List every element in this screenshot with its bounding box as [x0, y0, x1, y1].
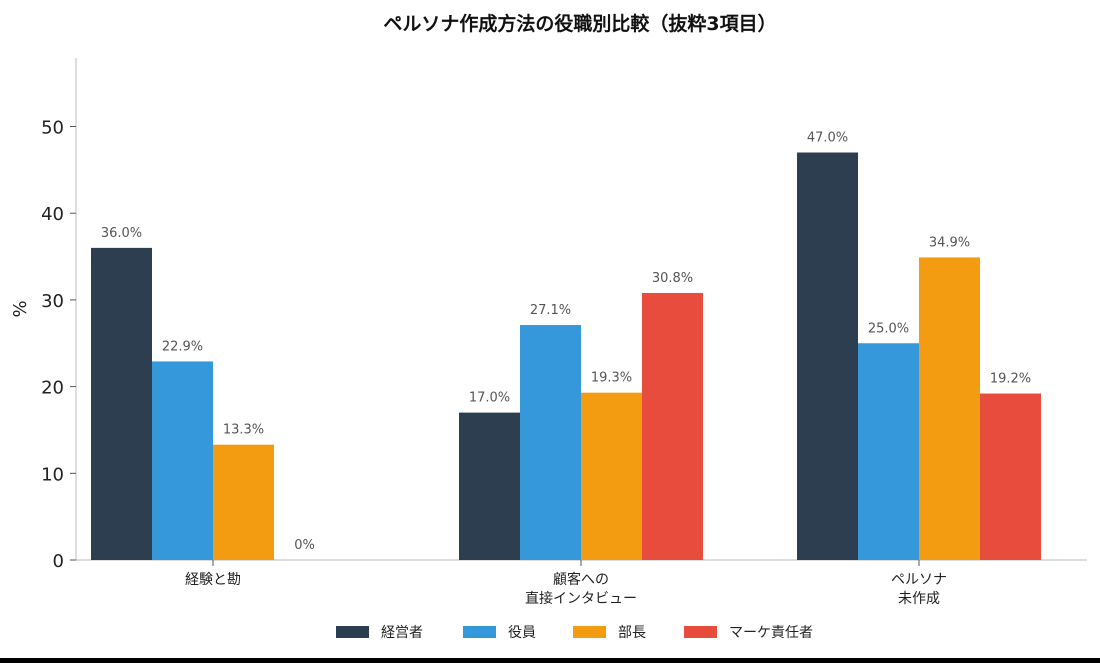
bar-value-label: 22.9%: [162, 339, 203, 354]
bar-value-label: 19.3%: [591, 371, 632, 386]
bar: [797, 152, 858, 560]
bar-value-label: 13.3%: [223, 423, 264, 438]
bar-value-label: 25.0%: [868, 321, 909, 336]
y-ticks: 0 10 20 30 40 50: [41, 118, 76, 572]
legend-label: 経営者: [381, 625, 423, 641]
bar-labels: 36.0% 17.0% 47.0% 22.9% 27.1% 25.0% 13.3% 19.3%…: [101, 131, 1031, 553]
legend-swatch: [573, 626, 606, 638]
x-tick-label: ペルソナ: [891, 572, 947, 588]
bar-value-label: 27.1%: [530, 303, 571, 318]
bar: [980, 393, 1041, 560]
bar-value-label: 47.0%: [807, 131, 848, 146]
y-axis-label: %: [10, 300, 31, 317]
bar: [642, 292, 703, 560]
bar-value-label: 34.9%: [929, 235, 970, 250]
bar-value-label: 30.8%: [652, 271, 693, 286]
bar: [919, 257, 980, 560]
y-tick-label: 30: [41, 291, 64, 312]
legend-label: 役員: [508, 625, 536, 641]
chart-title: ペルソナ作成方法の役職別比較（抜粋3項目）: [383, 12, 776, 35]
legend-swatch: [684, 626, 717, 638]
bar: [581, 392, 642, 560]
y-tick-label: 40: [41, 204, 64, 225]
bar-value-label: 17.0%: [469, 391, 510, 406]
bar-value-label: 0%: [294, 538, 315, 553]
bar: [520, 325, 581, 560]
bar-value-label: 19.2%: [990, 372, 1031, 387]
x-tick-label: 未作成: [898, 591, 940, 607]
x-tick-label: 経験と勘: [185, 572, 241, 588]
bars: [91, 152, 1041, 560]
legend-label: マーケ責任者: [729, 625, 813, 641]
bar: [213, 444, 274, 560]
y-tick-label: 0: [53, 551, 64, 572]
x-tick-label: 顧客への: [553, 571, 609, 588]
bottom-border: [0, 658, 1100, 663]
bar: [152, 361, 213, 560]
y-tick-label: 10: [41, 464, 64, 485]
legend-swatch: [463, 626, 496, 638]
legend-swatch: [336, 626, 369, 638]
bar: [459, 412, 520, 560]
y-tick-label: 50: [41, 118, 64, 139]
bar: [858, 343, 919, 560]
bar: [91, 247, 152, 560]
y-tick-label: 20: [41, 378, 64, 399]
legend-label: 部長: [618, 625, 646, 641]
bar-value-label: 36.0%: [101, 226, 142, 241]
x-tick-label: 直接インタビュー: [525, 590, 637, 607]
legend: 経営者 役員 部長 マーケ責任者: [336, 625, 813, 641]
